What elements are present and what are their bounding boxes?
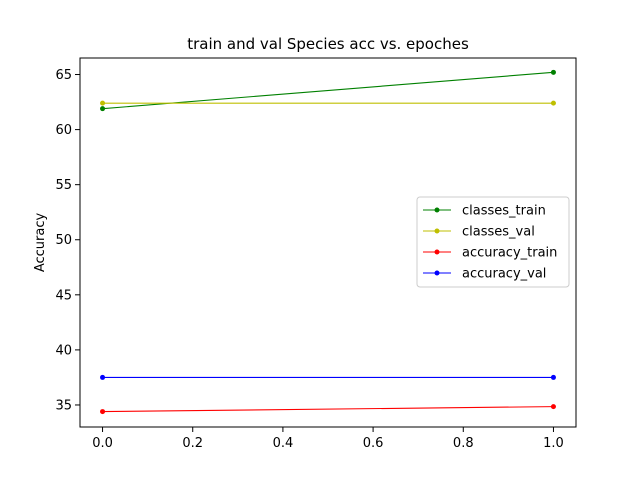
legend-swatch-marker <box>434 207 440 213</box>
legend-box <box>416 196 570 288</box>
legend-item-classes_val: classes_val <box>423 225 535 240</box>
x-tick-label: 0.0 <box>92 436 113 451</box>
x-tick-label: 0.8 <box>453 436 474 451</box>
x-tick-label: 0.4 <box>273 436 294 451</box>
x-tick-label: 0.2 <box>182 436 203 451</box>
y-tick-label: 40 <box>55 343 72 358</box>
legend-label: accuracy_train <box>462 246 557 261</box>
y-tick-label: 55 <box>55 178 72 193</box>
legend-item-accuracy_val: accuracy_val <box>423 267 546 282</box>
data-point-accuracy_val-1 <box>550 374 556 380</box>
y-tick-label: 45 <box>55 288 72 303</box>
legend-item-accuracy_train: accuracy_train <box>423 246 557 261</box>
y-tick-label: 35 <box>55 398 72 413</box>
y-tick-label: 50 <box>55 233 72 248</box>
series-layer <box>100 69 556 415</box>
x-tick-label: 1.0 <box>543 436 564 451</box>
x-tick-label: 0.6 <box>363 436 384 451</box>
legend-label: classes_train <box>462 204 546 219</box>
legend-label: classes_val <box>462 225 535 240</box>
data-point-classes_train-1 <box>550 69 556 75</box>
legend-item-classes_train: classes_train <box>423 204 546 219</box>
y-axis: 35 40 45 50 55 60 65 <box>55 68 80 413</box>
legend-swatch-marker <box>434 228 440 234</box>
y-tick-label: 60 <box>55 123 72 138</box>
legend-swatch-marker <box>434 249 440 255</box>
legend-swatch-marker <box>434 270 440 276</box>
data-point-accuracy_train-0 <box>100 409 106 415</box>
series-accuracy_train <box>100 404 556 415</box>
data-point-classes_train-0 <box>100 106 106 112</box>
data-point-classes_val-0 <box>100 100 106 106</box>
y-axis-label: Accuracy <box>33 213 48 273</box>
series-classes_val <box>100 100 556 106</box>
x-axis: 0.0 0.2 0.4 0.6 0.8 1.0 <box>92 427 564 451</box>
series-accuracy_val <box>100 374 556 380</box>
plot-frame <box>79 57 577 428</box>
data-point-accuracy_val-0 <box>100 374 106 380</box>
legend: classes_train classes_val accuracy_trainac… <box>416 196 570 288</box>
data-point-classes_val-1 <box>550 100 556 106</box>
data-point-accuracy_train-1 <box>550 404 556 410</box>
chart-title: train and val Species acc vs. epoches <box>187 35 469 53</box>
legend-label: accuracy_val <box>462 267 546 282</box>
y-tick-label: 65 <box>55 68 72 83</box>
series-line-accuracy_train <box>102 406 554 413</box>
